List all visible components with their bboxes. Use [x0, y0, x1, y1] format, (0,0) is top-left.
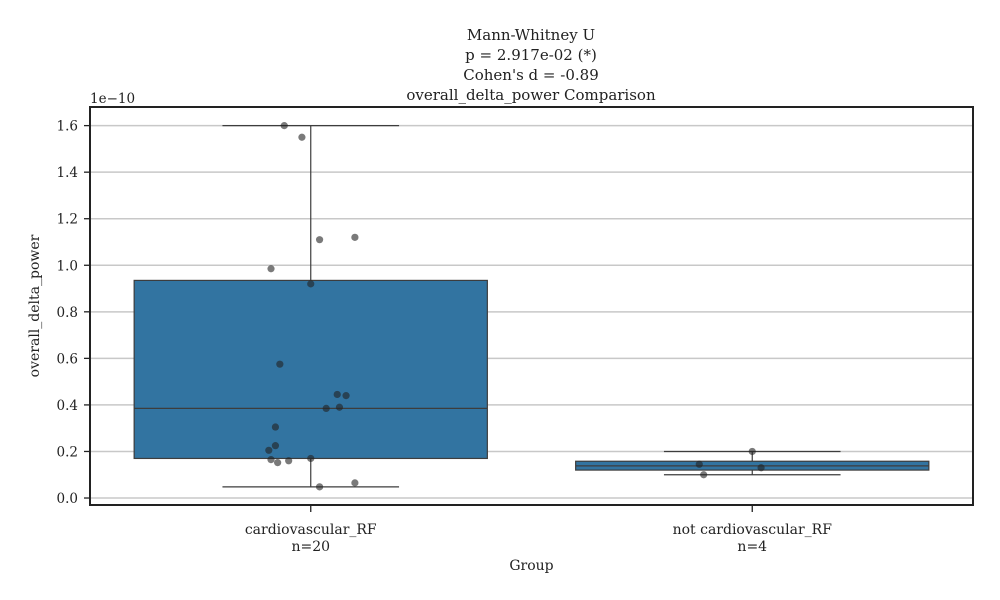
y-tick-label: 1.4 [57, 165, 78, 181]
x-tick-label: cardiovascular_RF [245, 522, 377, 538]
data-point [757, 464, 765, 472]
data-point [274, 459, 282, 467]
plot-frame [89, 106, 974, 506]
data-point [315, 483, 324, 491]
y-axis-label: overall_delta_power [27, 234, 43, 377]
y-offset-label: 1e−10 [90, 91, 135, 107]
y-tick-label: 0.2 [57, 444, 78, 460]
chart-title-line: overall_delta_power Comparison [406, 86, 656, 104]
y-tick-label: 0.0 [57, 491, 78, 507]
data-point [276, 360, 284, 368]
data-point [315, 236, 324, 244]
data-point [748, 447, 756, 456]
y-tick-label: 0.6 [57, 351, 78, 367]
box-iqr [133, 279, 488, 460]
data-point [307, 280, 315, 288]
x-tick-count-label: n=20 [291, 539, 330, 555]
chart-title-line: p = 2.917e-02 (*) [465, 46, 597, 64]
data-point [271, 442, 280, 450]
y-tick-label: 0.4 [57, 398, 78, 414]
y-tick-label: 1.6 [57, 119, 78, 135]
data-point [285, 457, 293, 465]
chart-title-line: Cohen's d = -0.89 [463, 66, 598, 84]
data-point [267, 265, 275, 273]
data-point [351, 479, 359, 487]
x-tick-count-label: n=4 [737, 539, 767, 555]
y-tick-label: 1.0 [57, 258, 78, 274]
data-point [267, 456, 275, 464]
data-point [700, 471, 708, 479]
data-point [280, 122, 288, 130]
y-tick-label: 1.2 [57, 212, 78, 228]
data-point [333, 390, 341, 399]
y-tick-label: 0.8 [57, 305, 78, 321]
chart-title-line: Mann-Whitney U [467, 26, 595, 44]
data-point [307, 454, 315, 463]
data-point [351, 233, 359, 241]
data-point [322, 404, 330, 413]
x-tick-label: not cardiovascular_RF [673, 522, 833, 538]
data-point [695, 460, 703, 468]
data-point [271, 423, 280, 431]
x-axis-label: Group [509, 558, 553, 574]
data-point [298, 133, 306, 141]
data-point [265, 446, 273, 454]
data-point [335, 403, 344, 411]
data-point [342, 392, 350, 400]
